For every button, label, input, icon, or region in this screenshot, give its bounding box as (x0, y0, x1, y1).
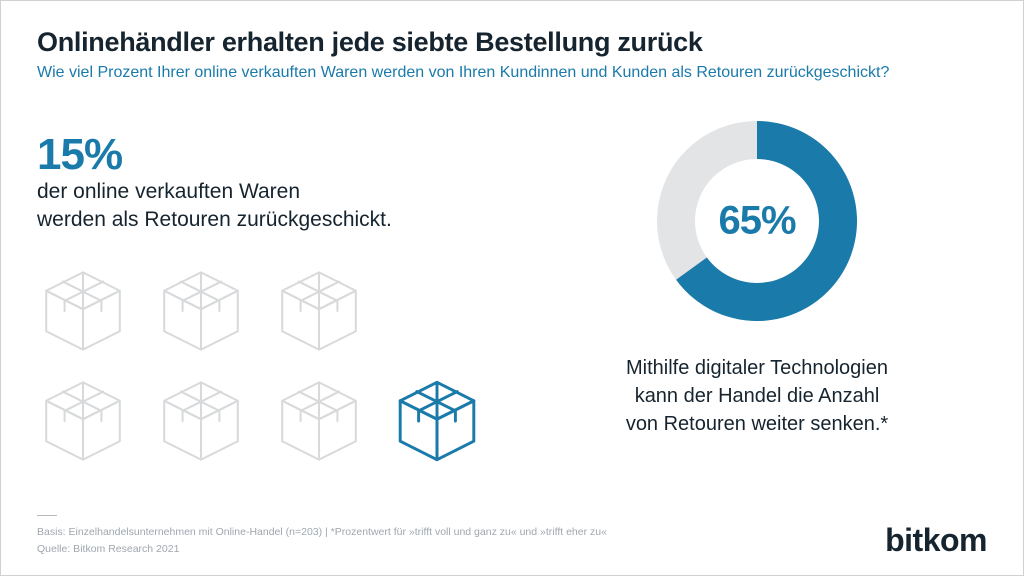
footer-text: Basis: Einzelhandelsunternehmen mit Onli… (37, 524, 987, 557)
return-rate-value: 15% (37, 130, 517, 180)
donut-chart: 65% (642, 106, 872, 336)
content-row: 15% der online verkauften Waren werden a… (37, 130, 987, 485)
box-icon-muted (155, 375, 247, 467)
box-icon (391, 375, 483, 467)
box-icon (273, 375, 365, 467)
box-icon-muted (155, 265, 247, 357)
donut-caption: Mithilfe digitaler Technologien kann der… (626, 354, 888, 438)
box-icon (37, 265, 129, 357)
footnote-line: Basis: Einzelhandelsunternehmen mit Onli… (37, 526, 607, 538)
box-icon-muted (273, 375, 365, 467)
box-icon (273, 265, 365, 357)
box-row (37, 265, 517, 357)
caption-line: der online verkauften Waren (37, 180, 300, 203)
box-grid (37, 265, 517, 467)
box-icon (37, 375, 129, 467)
left-panel: 15% der online verkauften Waren werden a… (37, 130, 517, 485)
footer-divider (37, 515, 57, 516)
footer: Basis: Einzelhandelsunternehmen mit Onli… (37, 515, 987, 557)
caption-line: Mithilfe digitaler Technologien (626, 357, 888, 379)
right-panel: 65% Mithilfe digitaler Technologien kann… (577, 106, 937, 485)
return-rate-caption: der online verkauften Waren werden als R… (37, 178, 517, 235)
box-icon-muted (37, 265, 129, 357)
box-row (37, 375, 517, 467)
caption-line: werden als Retouren zurückgeschickt. (37, 208, 392, 231)
box-icon (155, 265, 247, 357)
box-icon-muted (273, 265, 365, 357)
box-icon (155, 375, 247, 467)
donut-center-label: 65% (718, 199, 795, 244)
infographic-frame: Onlinehändler erhalten jede siebte Beste… (0, 0, 1024, 576)
box-icon-muted (37, 375, 129, 467)
bitkom-logo: bitkom (885, 522, 987, 559)
footnote-line: Quelle: Bitkom Research 2021 (37, 543, 179, 555)
page-subtitle: Wie viel Prozent Ihrer online verkauften… (37, 64, 987, 82)
page-title: Onlinehändler erhalten jede siebte Beste… (37, 27, 987, 58)
caption-line: kann der Handel die Anzahl (635, 385, 880, 407)
box-icon-highlighted (391, 375, 483, 467)
caption-line: von Retouren weiter senken.* (626, 413, 888, 435)
